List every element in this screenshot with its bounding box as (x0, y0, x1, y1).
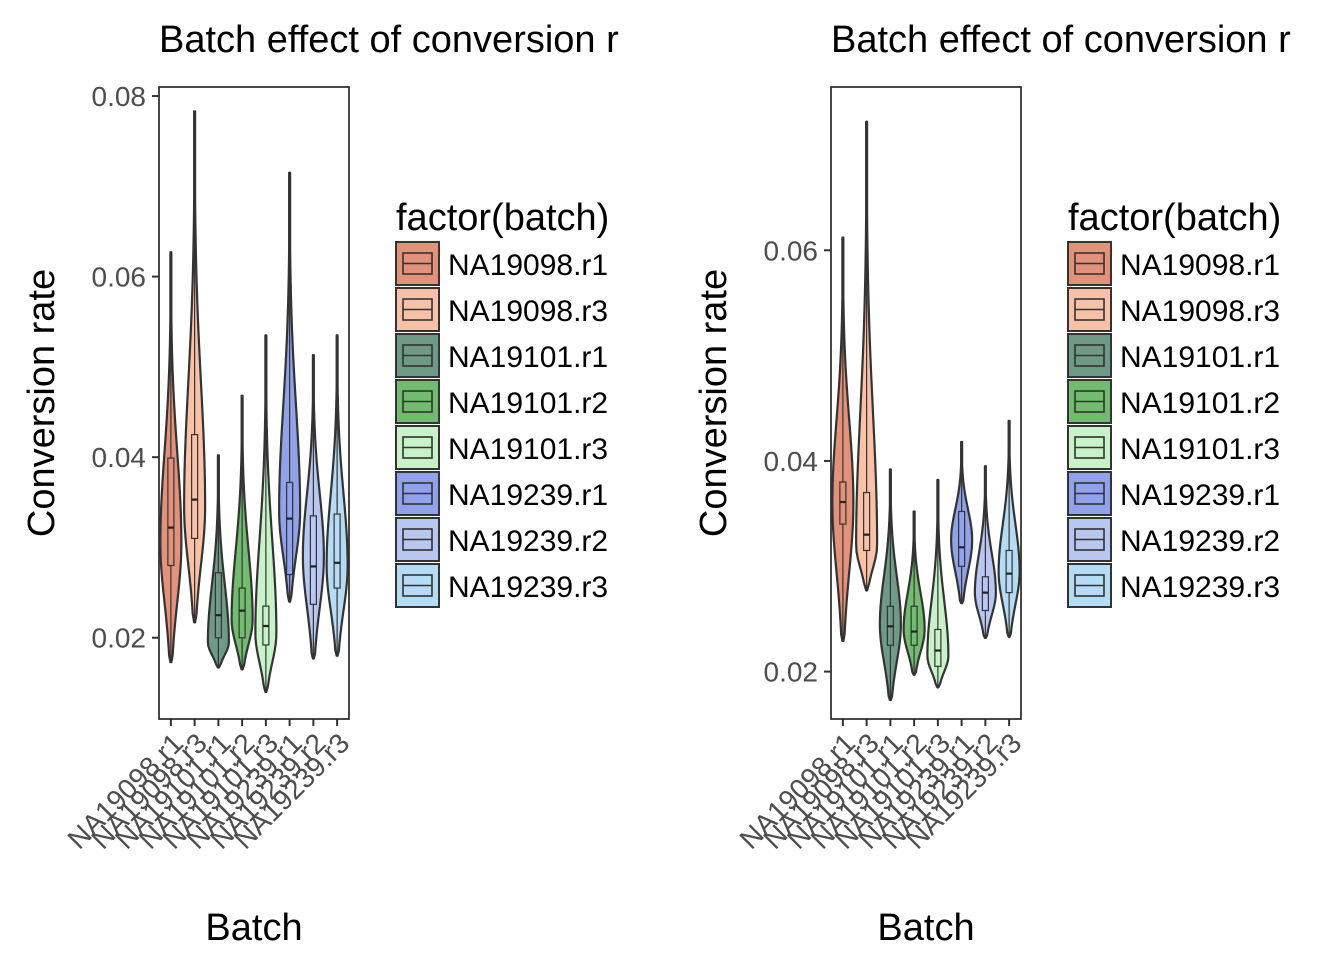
legend-label: NA19239.r1 (1120, 479, 1280, 512)
chart-panel-1: Batch effect of conversion r Conversion r… (21, 19, 619, 949)
y-tick-label: 0.04 (92, 442, 147, 473)
legend-key-NA19239.r3 (395, 563, 440, 608)
box-NA19239.r2 (309, 515, 317, 605)
legend-label: NA19101.r3 (448, 433, 608, 466)
box-NA19101.r1 (214, 572, 222, 639)
legend-label: NA19101.r1 (1120, 341, 1280, 374)
legend-key-NA19239.r3 (1067, 563, 1112, 608)
box-NA19098.r3 (863, 491, 871, 552)
legend-label: NA19101.r1 (448, 341, 608, 374)
legend-key-NA19101.r1 (395, 333, 440, 378)
x-axis-label: Batch (877, 907, 974, 949)
plot-frame (830, 86, 1022, 720)
box-NA19239.r1 (958, 510, 966, 567)
y-tick-label: 0.04 (764, 446, 819, 477)
legend-key-NA19239.r2 (1067, 517, 1112, 562)
legend-label: NA19101.r2 (448, 387, 608, 420)
legend-label: NA19098.r1 (1120, 249, 1280, 282)
box-NA19239.r3 (1005, 549, 1013, 594)
legend: factor(batch) NA19098.r1 NA19098.r3 NA19101… (395, 197, 609, 608)
chart-title: Batch effect of conversion r (159, 19, 619, 61)
y-tick-label: 0.06 (764, 235, 819, 266)
legend-title: factor(batch) (1068, 197, 1281, 239)
box-NA19239.r1 (286, 481, 294, 576)
legend-label: NA19098.r1 (448, 249, 608, 282)
y-axis-label: Conversion rate (693, 269, 735, 537)
legend-key-NA19101.r2 (395, 379, 440, 424)
legend-key-NA19098.r3 (1067, 287, 1112, 332)
legend-key-NA19098.r1 (1067, 241, 1112, 286)
y-axis-label: Conversion rate (21, 269, 63, 537)
y-tick-label: 0.06 (92, 262, 147, 293)
legend-label: NA19098.r3 (448, 295, 608, 328)
legend-key-NA19239.r1 (395, 471, 440, 516)
legend-label: NA19239.r3 (1120, 571, 1280, 604)
legend-label: NA19239.r1 (448, 479, 608, 512)
legend-key-NA19101.r2 (1067, 379, 1112, 424)
chart-panel-2: Batch effect of conversion r Conversion r… (693, 19, 1291, 949)
box-NA19098.r1 (167, 457, 175, 567)
legend-key-NA19098.r1 (395, 241, 440, 286)
legend-key-NA19101.r3 (1067, 425, 1112, 470)
legend-key-NA19101.r3 (395, 425, 440, 470)
box-NA19101.r2 (238, 587, 246, 639)
x-axis-label: Batch (205, 907, 302, 949)
legend-key-NA19098.r3 (395, 287, 440, 332)
y-tick-label: 0.02 (92, 623, 147, 654)
chart-title: Batch effect of conversion r (831, 19, 1291, 61)
legend-label: NA19101.r2 (1120, 387, 1280, 420)
legend-label: NA19239.r2 (1120, 525, 1280, 558)
legend-key-NA19239.r1 (1067, 471, 1112, 516)
y-tick-label: 0.08 (92, 81, 147, 112)
legend-title: factor(batch) (396, 197, 609, 239)
legend-label: NA19101.r3 (1120, 433, 1280, 466)
legend: factor(batch) NA19098.r1 NA19098.r3 NA19101… (1067, 197, 1281, 608)
box-NA19098.r3 (191, 434, 199, 540)
box-NA19239.r3 (333, 513, 341, 589)
legend-key-NA19101.r1 (1067, 333, 1112, 378)
legend-label: NA19239.r2 (448, 525, 608, 558)
violins (159, 110, 349, 694)
violins (831, 120, 1021, 702)
legend-label: NA19098.r3 (1120, 295, 1280, 328)
box-NA19101.r3 (934, 628, 942, 667)
y-tick-label: 0.02 (764, 657, 819, 688)
legend-label: NA19239.r3 (448, 571, 608, 604)
box-NA19101.r2 (910, 605, 918, 646)
legend-key-NA19239.r2 (395, 517, 440, 562)
plot-frame (158, 86, 350, 720)
